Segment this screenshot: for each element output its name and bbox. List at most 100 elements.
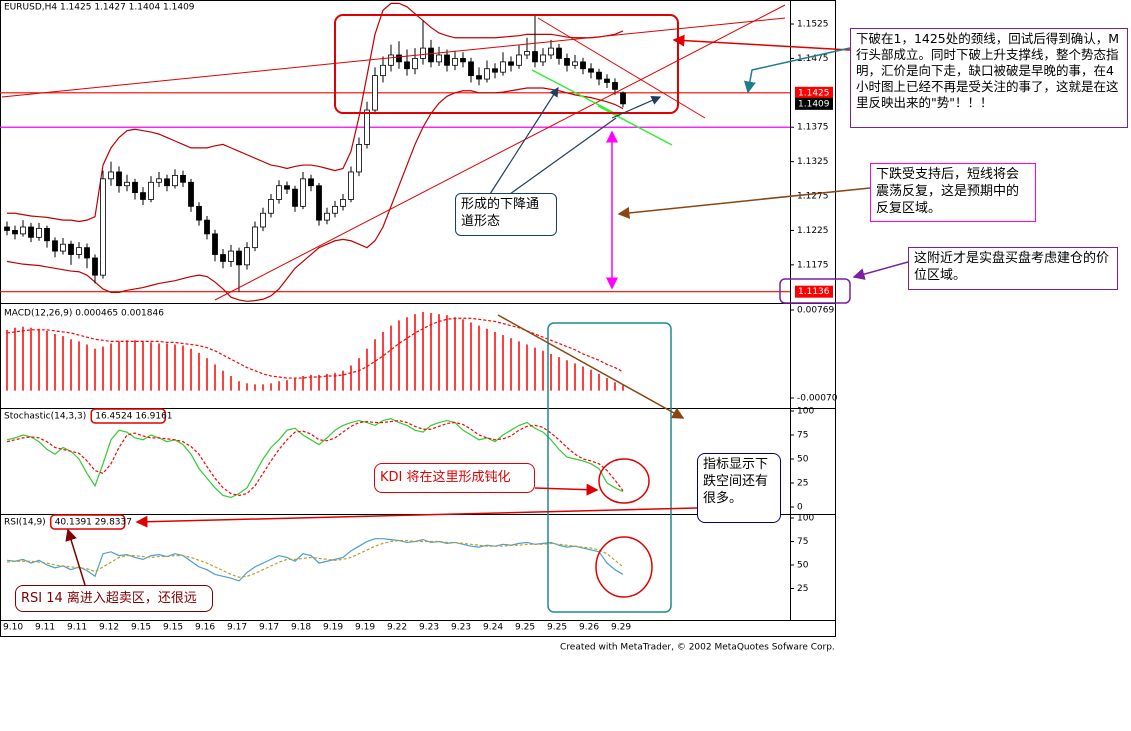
candle-body: [124, 181, 130, 187]
candle-body: [564, 58, 570, 66]
annotation: 下跌受支持后，短线将会震荡反复，这是预期中的反复区域。: [870, 163, 1036, 222]
y-tick-label: 75: [797, 537, 808, 547]
x-tick-label: 9.23: [451, 623, 471, 633]
candle-body: [300, 178, 306, 207]
x-tick-label: 9.25: [547, 623, 567, 633]
candle-body: [316, 185, 322, 221]
highlight-box: [779, 278, 851, 304]
panel-title: EURUSD,H4 1.1425 1.1427 1.1404 1.1409: [4, 3, 195, 13]
highlight-circle: [598, 458, 650, 504]
annotation: 指标显示下跌空间还有很多。: [697, 453, 781, 523]
candle-body: [372, 75, 378, 111]
candle-body: [620, 92, 626, 105]
analysis-drawings: [1, 4, 909, 613]
candle-body: [444, 54, 450, 66]
trend-line: [1, 17, 786, 98]
candle-body: [260, 212, 266, 228]
candle-body: [76, 247, 82, 255]
candle-body: [348, 171, 354, 200]
x-tick-label: 9.11: [35, 623, 55, 633]
candle-body: [508, 61, 514, 66]
arrow: [617, 187, 871, 219]
price-label-box: [795, 86, 833, 99]
candle-body: [492, 68, 498, 73]
x-tick-label: 9.25: [515, 623, 535, 633]
candle-body: [116, 171, 122, 187]
candle-body: [596, 71, 602, 80]
candle-body: [100, 178, 106, 276]
x-tick-label: 9.18: [291, 623, 311, 633]
candle-body: [284, 185, 290, 190]
y-tick-label: 50: [797, 561, 809, 571]
oscillator-line: [6, 538, 624, 582]
candle-body: [188, 181, 194, 207]
candle-body: [92, 257, 98, 276]
candle-body: [84, 247, 90, 259]
candle-body: [332, 205, 338, 214]
candle-body: [108, 171, 114, 180]
candle-body: [412, 58, 418, 70]
arrow: [497, 314, 685, 419]
candle-body: [468, 61, 474, 77]
candle-body: [44, 227, 50, 242]
candle-body: [148, 181, 154, 200]
arrow: [65, 528, 86, 586]
price-label: 1.1425: [798, 88, 830, 98]
channel-line: [531, 69, 621, 117]
y-tick-label: 1.1525: [797, 20, 829, 30]
x-tick-label: 9.19: [323, 623, 343, 633]
x-tick-label: 9.23: [419, 623, 439, 633]
candle-body: [460, 58, 466, 63]
price-label: 1.1136: [798, 287, 830, 297]
x-tick-label: 9.11: [67, 623, 87, 633]
candle-body: [452, 58, 458, 66]
price-label: 1.1409: [798, 99, 830, 109]
candle-body: [236, 250, 242, 266]
candle-body: [572, 61, 578, 66]
x-tick-label: 9.19: [355, 623, 375, 633]
candle-body: [196, 205, 202, 221]
candle-body: [156, 178, 162, 183]
candle-body: [324, 212, 330, 221]
channel-line: [597, 105, 673, 146]
candle-body: [428, 47, 434, 63]
y-tick-label: 50: [797, 455, 809, 465]
signal-line: [6, 317, 624, 379]
candle-body: [268, 199, 274, 214]
highlight-box: [334, 14, 679, 114]
candle-body: [500, 61, 506, 73]
candle-body: [420, 47, 426, 59]
x-tick-label: 9.24: [483, 623, 503, 633]
readout-box: [90, 408, 166, 424]
arrow: [672, 34, 851, 51]
annotation: 下破在1，1425处的颈线，回试后得到确认，M行头部成立。同时下破上升支撑线，整…: [850, 28, 1128, 128]
candle-body: [132, 181, 138, 193]
candle-body: [28, 226, 34, 238]
readout: 40.1391 29.8337: [55, 518, 132, 528]
arrow: [509, 117, 617, 195]
oscillator-line: [6, 539, 624, 578]
arrow: [743, 47, 851, 94]
y-tick-label: 0.00769: [797, 306, 834, 316]
candle-body: [396, 54, 402, 63]
candle-body: [60, 243, 66, 252]
y-tick-label: 25: [797, 584, 808, 594]
candle-body: [388, 54, 394, 66]
candle-body: [612, 82, 618, 90]
candle-body: [292, 188, 298, 207]
highlight-box: [547, 322, 672, 613]
annotation: 形成的下降通道形态: [455, 193, 557, 236]
candle-body: [484, 68, 490, 80]
y-tick-label: 1.1325: [797, 157, 829, 167]
plot: 1.1525 1.1475 1.1375 1.1325 1.1275 1.1225 1.11…: [0, 3, 838, 633]
footer: Created with MetaTrader, © 2002 MetaQuot…: [560, 643, 835, 653]
bollinger-band: [6, 87, 624, 302]
candle-body: [252, 226, 258, 249]
y-tick-label: -0.00070: [797, 394, 838, 404]
panel-title: Stochastic(14,3,3): [4, 412, 86, 422]
annotation: RSI 14 离进入超卖区，还很远: [15, 585, 213, 612]
candle-body: [204, 219, 210, 235]
candle-body: [220, 254, 226, 262]
